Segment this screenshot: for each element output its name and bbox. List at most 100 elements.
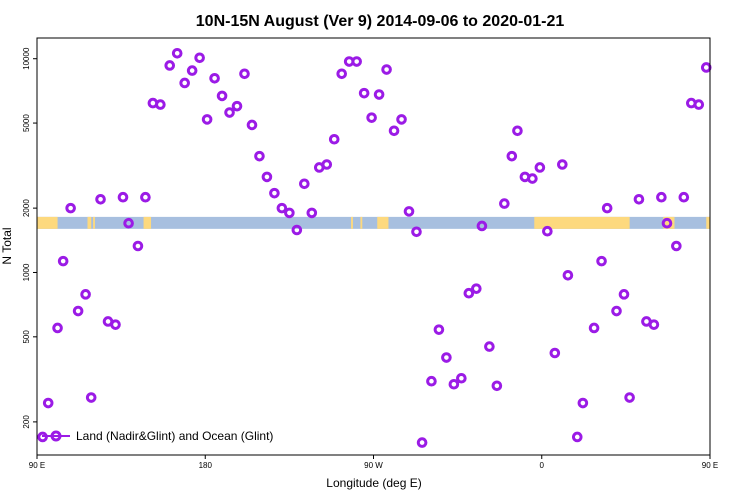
data-point (72, 305, 84, 317)
data-point (571, 431, 583, 443)
data-point (164, 60, 176, 71)
data-point (456, 372, 467, 384)
data-point (506, 150, 518, 162)
data-point (239, 68, 250, 80)
data-point (562, 270, 574, 281)
x-axis: 90 E 180 90 W 0 90 E (29, 455, 718, 470)
data-point (85, 392, 97, 403)
data-point (65, 202, 76, 214)
y-tick-label: 1000 (22, 263, 31, 281)
data-point (491, 380, 503, 392)
data-point (52, 322, 63, 334)
data-point (633, 193, 645, 205)
data-point (373, 89, 385, 100)
land-segment (377, 216, 389, 229)
data-point (194, 52, 205, 64)
x-tick-label: 180 (199, 461, 213, 470)
data-point (577, 397, 589, 409)
legend-label: Land (Nadir&Glint) and Ocean (Glint) (76, 429, 273, 443)
data-point (476, 220, 488, 232)
data-point (179, 77, 190, 89)
data-point (463, 287, 475, 299)
data-point (336, 68, 348, 80)
x-tick-label: 90 W (364, 461, 383, 470)
data-point (499, 198, 510, 209)
data-point (557, 159, 568, 170)
data-point (171, 48, 183, 59)
land-segment (37, 216, 58, 229)
x-tick-label: 90 E (702, 461, 718, 470)
data-point (416, 437, 428, 448)
data-point (426, 375, 437, 387)
land-segment (143, 216, 152, 229)
data-point (201, 114, 213, 125)
x-axis-label: Longitude (deg E) (326, 476, 421, 490)
y-tick-label: 2000 (22, 199, 31, 217)
data-points (37, 48, 712, 448)
legend: Land (Nadir&Glint) and Ocean (Glint) (42, 429, 273, 443)
data-point (611, 305, 622, 317)
data-point (396, 114, 407, 125)
data-point (299, 178, 310, 190)
data-point (80, 289, 91, 300)
data-point (276, 202, 288, 214)
data-point (648, 319, 660, 330)
y-tick-label: 200 (22, 415, 31, 429)
data-point (534, 162, 546, 173)
land-segment (663, 216, 675, 229)
data-point (110, 319, 121, 330)
y-tick-label: 500 (22, 330, 31, 344)
data-point (254, 150, 265, 162)
data-point (42, 397, 54, 409)
data-point (140, 191, 151, 203)
land-segment (534, 216, 630, 229)
data-point (186, 65, 198, 76)
data-point (549, 347, 561, 359)
x-tick-label: 90 E (29, 461, 45, 470)
data-point (291, 224, 303, 236)
data-point (117, 191, 129, 203)
data-point (512, 125, 523, 137)
data-point (328, 133, 340, 145)
data-point (388, 125, 400, 137)
data-point (132, 240, 144, 252)
data-point (693, 99, 705, 110)
data-point (661, 217, 673, 229)
data-point (596, 255, 607, 267)
data-point (358, 87, 370, 99)
data-point (671, 240, 682, 252)
data-point (246, 119, 258, 131)
data-point (411, 226, 422, 238)
plot-frame (36, 37, 711, 456)
y-axis-label: N Total (0, 227, 14, 264)
land-ocean-strip (37, 216, 710, 229)
x-tick-label: 0 (540, 461, 545, 470)
data-point (601, 202, 613, 214)
data-point (403, 206, 415, 217)
data-point (216, 90, 228, 102)
data-point (441, 352, 452, 363)
data-point (269, 187, 280, 199)
data-point (231, 100, 243, 112)
y-axis: 200 500 1000 2000 5000 10000 (22, 47, 37, 429)
land-segment (93, 216, 95, 229)
data-point (95, 193, 106, 205)
data-point (351, 56, 362, 67)
data-point (321, 159, 333, 170)
data-point (261, 171, 273, 183)
data-point (306, 207, 318, 219)
y-tick-label: 5000 (22, 114, 31, 132)
data-point (155, 99, 166, 110)
data-point (700, 62, 712, 73)
data-point (57, 255, 69, 267)
chart-title: 10N-15N August (Ver 9) 2014-09-06 to 202… (196, 13, 565, 30)
data-point (471, 283, 482, 294)
data-point (527, 173, 538, 184)
data-point (448, 378, 460, 390)
land-segment (706, 216, 710, 229)
data-point (624, 392, 635, 403)
land-segment (351, 216, 353, 229)
data-point (366, 112, 377, 123)
data-point (588, 322, 600, 334)
